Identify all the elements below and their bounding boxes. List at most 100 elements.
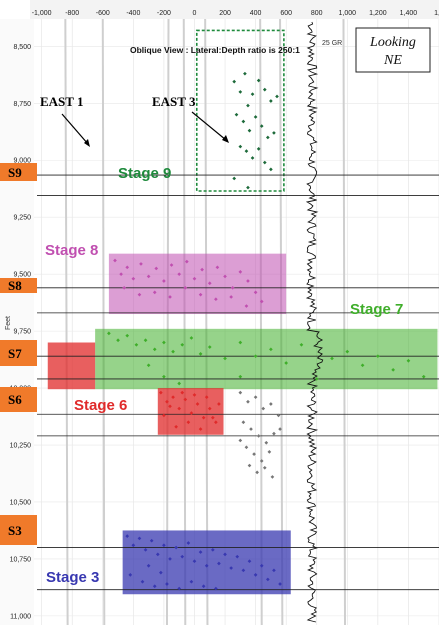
event-point	[168, 404, 172, 409]
event-point	[192, 393, 197, 397]
east1-arrow-head	[84, 139, 90, 147]
event-point	[253, 354, 258, 359]
gr-label: 25 GR	[322, 40, 342, 47]
stage3-label: Stage 3	[46, 569, 99, 586]
event-point	[421, 374, 426, 379]
event-point	[174, 424, 178, 429]
event-point	[125, 333, 130, 338]
y-tick-label: 10,250	[10, 443, 32, 450]
stage-tag-s3: S3	[0, 515, 37, 545]
x-tick-label: -1,000	[32, 10, 52, 17]
event-point	[391, 368, 395, 372]
event-point	[246, 399, 250, 404]
event-point	[207, 406, 212, 411]
x-tick-label: 400	[250, 10, 262, 17]
s6-tag-text: S6	[8, 392, 22, 407]
event-point	[249, 427, 253, 431]
event-point	[250, 156, 255, 160]
well-trace	[259, 18, 263, 625]
event-point	[261, 406, 266, 411]
event-point	[171, 395, 175, 400]
s3-tag-text: S3	[8, 523, 22, 538]
event-point	[207, 281, 212, 286]
event-point	[215, 265, 220, 270]
stage-tag-s6: S6	[0, 387, 37, 412]
y-axis-label: Feet	[5, 316, 12, 330]
gr-log-layer	[305, 21, 324, 623]
event-point	[162, 374, 166, 379]
event-point	[198, 292, 203, 297]
event-point	[269, 402, 273, 406]
event-point	[256, 147, 261, 151]
event-point	[177, 381, 182, 386]
event-point	[149, 538, 154, 543]
s3-tag-bg	[0, 515, 37, 545]
event-point	[244, 445, 249, 450]
event-point	[154, 266, 159, 271]
well-trace	[101, 18, 106, 625]
event-point	[229, 295, 233, 299]
stage-tag-s7: S7	[0, 340, 37, 366]
well-layer	[64, 18, 347, 625]
event-point	[183, 397, 188, 402]
event-point	[360, 363, 365, 368]
event-point	[214, 297, 218, 302]
east3-arrow-line	[191, 111, 227, 141]
event-point	[183, 285, 188, 290]
event-point	[192, 276, 197, 281]
event-point	[272, 431, 276, 436]
event-point	[162, 279, 166, 283]
event-point	[116, 338, 120, 343]
event-point	[244, 149, 249, 153]
event-point	[189, 336, 194, 340]
x-tick-label: 1,200	[369, 10, 387, 17]
x-tick-label: -800	[65, 10, 79, 17]
event-point	[131, 276, 136, 281]
event-point	[256, 434, 261, 438]
x-tick-label: 800	[311, 10, 323, 17]
event-point	[217, 402, 221, 406]
event-point	[241, 119, 246, 124]
event-point	[174, 545, 178, 550]
stage-box	[108, 253, 287, 315]
event-point	[241, 420, 246, 425]
event-point	[269, 167, 273, 172]
x-tick-label: 200	[219, 10, 231, 17]
event-point	[146, 274, 151, 279]
event-point	[186, 420, 191, 425]
event-point	[406, 358, 411, 363]
event-point	[330, 356, 334, 361]
event-point	[200, 267, 204, 272]
stage-box	[122, 530, 291, 595]
event-point	[186, 541, 191, 545]
event-point	[180, 342, 185, 347]
looking-ne-box: Looking NE	[355, 27, 431, 73]
well-label-east3: EAST 3	[152, 94, 196, 109]
east3-arrow-head	[222, 135, 229, 143]
well-label-east1: EAST 1	[40, 94, 83, 109]
event-point	[255, 470, 259, 475]
x-tick-label: 0	[193, 10, 197, 17]
event-point	[210, 415, 215, 420]
y-tick-label: 11,000	[10, 613, 31, 620]
well-trace	[279, 18, 284, 625]
s7-tag-bg	[0, 340, 37, 366]
event-point	[278, 582, 282, 586]
x-tick-label: -400	[126, 10, 140, 17]
stage6-label: Stage 6	[74, 397, 127, 414]
s8-tag-bg	[0, 278, 37, 293]
event-point	[171, 349, 175, 354]
event-point	[284, 361, 289, 365]
event-point	[269, 347, 273, 352]
event-point	[259, 459, 264, 463]
event-point	[198, 427, 203, 431]
y-tick-label: 9,750	[13, 329, 31, 336]
event-point	[177, 406, 182, 411]
oblique-view-label: Oblique View : Lateral:Depth ratio is 25…	[130, 45, 300, 55]
event-point	[152, 347, 157, 352]
event-point	[152, 290, 157, 295]
looking-line1: Looking	[369, 35, 416, 50]
event-point	[238, 270, 243, 274]
y-tick-label: 9,500	[13, 272, 31, 279]
